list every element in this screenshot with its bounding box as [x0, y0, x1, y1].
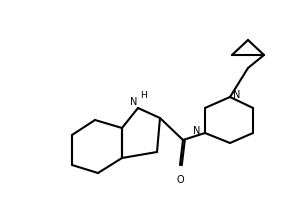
- Text: N: N: [130, 97, 138, 107]
- Text: N: N: [193, 126, 200, 136]
- Text: H: H: [140, 91, 147, 100]
- Text: N: N: [233, 90, 240, 100]
- Text: O: O: [176, 175, 184, 185]
